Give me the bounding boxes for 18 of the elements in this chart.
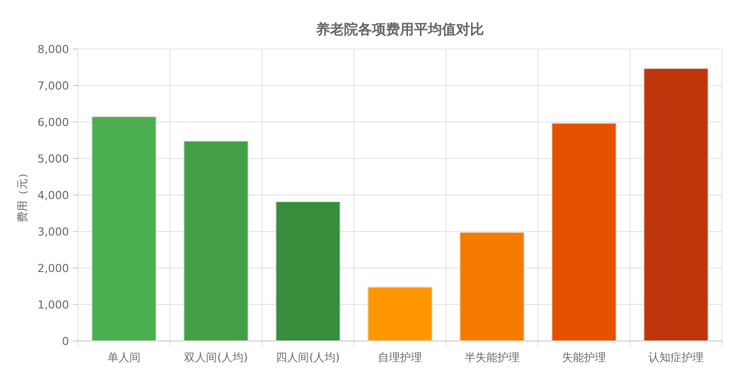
x-tick-label: 双人间(人均): [184, 351, 248, 364]
chart-title: 养老院各项费用平均值对比: [315, 21, 484, 38]
x-tick-label: 单人间: [108, 351, 140, 364]
x-tick-label: 失能护理: [562, 351, 606, 364]
x-tick-label: 自理护理: [378, 351, 422, 364]
y-tick-label: 3,000: [38, 226, 69, 238]
y-tick-label: 8,000: [38, 43, 69, 56]
y-tick-label: 5,000: [38, 152, 69, 166]
y-tick-label: 2,000: [38, 262, 69, 275]
y-tick-label: 1,000: [38, 298, 69, 312]
y-tick-label: 6,000: [38, 116, 69, 129]
x-tick-label: 半失能护理: [464, 351, 520, 364]
y-axis-title: 费用（元）: [16, 168, 29, 222]
y-tick-label: 4,000: [38, 189, 69, 202]
y-tick-label: 7,000: [38, 80, 69, 92]
x-tick-label: 认知症护理: [648, 351, 704, 364]
x-tick-label: 四人间(人均): [276, 351, 340, 364]
y-tick-label: 0: [62, 335, 69, 348]
